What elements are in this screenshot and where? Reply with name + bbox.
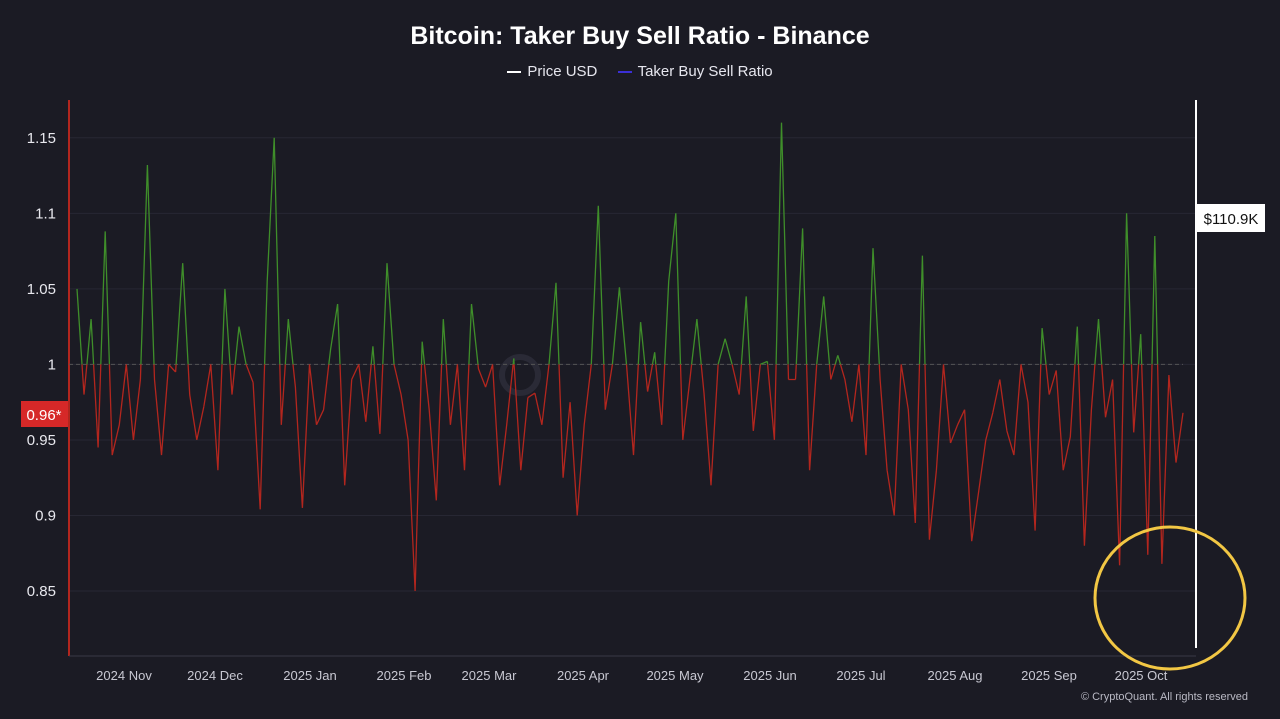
legend-label-ratio: Taker Buy Sell Ratio [637, 63, 773, 80]
current-price-badge: $110.9K [1197, 204, 1265, 232]
legend-label-price: Price USD [527, 63, 598, 80]
x-tick-label: 2025 Jan [283, 668, 337, 683]
highlight-circle [1093, 525, 1247, 671]
x-tick-label: 2024 Dec [187, 668, 243, 683]
x-tick-label: 2025 Mar [462, 668, 518, 683]
x-tick-label: 2025 Oct [1115, 668, 1168, 683]
legend-swatch-ratio [617, 71, 632, 74]
copyright-footer: © CryptoQuant. All rights reserved [1080, 691, 1248, 703]
x-tick-label: 2025 Sep [1021, 668, 1077, 683]
chart-title: Bitcoin: Taker Buy Sell Ratio - Binance [410, 22, 870, 50]
left-tick-label: 1.15 [27, 130, 56, 147]
watermark-logo [499, 354, 541, 396]
legend-item-price[interactable]: Price USD [507, 63, 597, 80]
ratio-line-above [76, 122, 1159, 365]
x-tick-label: 2025 May [646, 668, 704, 683]
x-tick-label: 2025 Feb [377, 668, 432, 683]
legend-item-ratio[interactable]: Taker Buy Sell Ratio [617, 63, 773, 80]
x-tick-label: 2024 Nov [96, 668, 152, 683]
x-axis-ticks: 2024 Nov 2024 Dec 2025 Jan 2025 Feb 2025 Mar… [96, 668, 1168, 683]
current-ratio-label: 0.96* [26, 407, 61, 424]
current-price-label: $110.9K [1204, 211, 1259, 228]
ratio-series [76, 122, 1184, 592]
x-tick-label: 2025 Apr [557, 668, 610, 683]
x-tick-label: 2025 Aug [928, 668, 983, 683]
legend-swatch-price [507, 71, 522, 74]
left-tick-label: 0.95 [27, 432, 56, 449]
left-tick-label: 1.1 [35, 205, 56, 222]
left-axis-ticks: 1.15 1.1 1.05 1 0.95 0.9 0.85 [27, 130, 56, 600]
x-tick-label: 2025 Jul [836, 668, 885, 683]
left-tick-label: 1.05 [27, 281, 56, 298]
left-tick-label: 1 [48, 356, 56, 373]
x-tick-label: 2025 Jun [743, 668, 797, 683]
chart-legend: Price USD Taker Buy Sell Ratio [0, 63, 1280, 80]
current-ratio-badge: 0.96* [21, 401, 68, 427]
ratio-line-below [81, 363, 1184, 592]
left-tick-label: 0.85 [27, 583, 56, 600]
left-tick-label: 0.9 [35, 507, 56, 524]
